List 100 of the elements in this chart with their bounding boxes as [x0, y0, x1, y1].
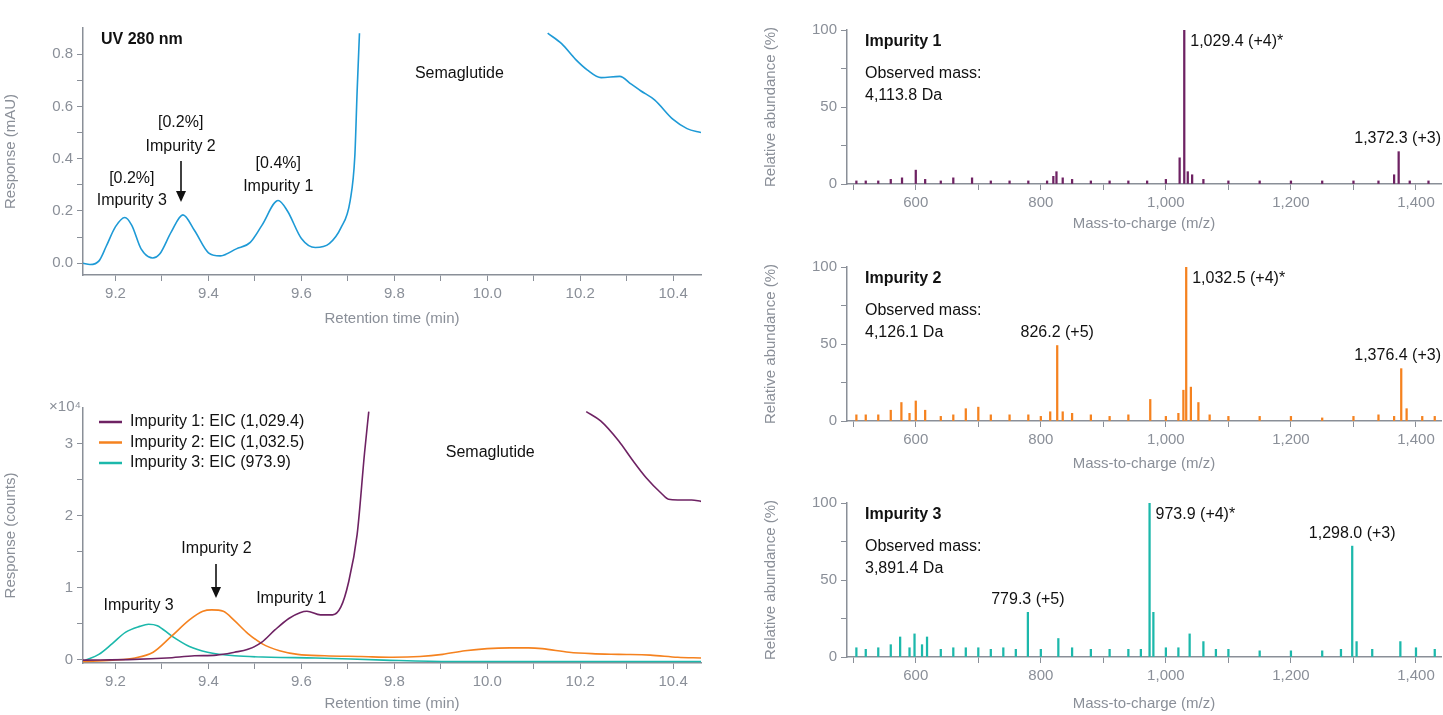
annotation: Observed mass: [865, 64, 982, 82]
bar [1191, 174, 1194, 184]
bar [889, 179, 892, 184]
bar [855, 414, 858, 421]
y-axis-title: Response (mAU) [1, 93, 19, 210]
annotation: 826.2 (+5) [1020, 322, 1094, 340]
x-tick-label: 1,400 [1397, 193, 1435, 211]
x-tick-label: 600 [903, 430, 929, 448]
x-tick-label: 1,200 [1272, 666, 1310, 684]
bar [1377, 414, 1380, 421]
x-tick-label: 1,200 [1272, 193, 1310, 211]
bar [924, 179, 927, 184]
annotation: 779.3 (+5) [991, 589, 1065, 607]
y-tick-label: 100 [811, 493, 837, 511]
bar [1405, 408, 1408, 421]
x-tick-label: 1,000 [1147, 193, 1185, 211]
x-tick-label: 9.8 [383, 672, 405, 690]
chart-title: Impurity 1 [865, 32, 942, 50]
bar [877, 647, 880, 657]
x-tick-label: 9.6 [290, 672, 312, 690]
bar [889, 644, 892, 657]
y-tick-label: 0.6 [52, 96, 73, 114]
bar [1164, 416, 1168, 421]
chart-title: Impurity 2 [865, 269, 942, 287]
annotation: [0.2%] [109, 168, 155, 186]
annotation: Impurity 1 [243, 176, 314, 194]
bar [1421, 416, 1424, 421]
annotation: Impurity 3 [96, 190, 168, 208]
y-tick-label: 0.2 [52, 201, 73, 219]
y-tick-label: 0 [828, 411, 837, 429]
annotation: Observed mass: [865, 537, 982, 555]
y-axis-title: Relative abundance (%) [761, 26, 779, 188]
legend-label: Impurity 3: EIC (973.9) [130, 453, 291, 471]
bar [1186, 171, 1189, 184]
y-axis-title: Response (counts) [1, 472, 19, 599]
bar [1392, 174, 1396, 184]
annotation: Impurity 2 [145, 137, 216, 155]
annotation: 1,032.5 (+4)* [1192, 269, 1286, 287]
x-tick-label: 800 [1028, 193, 1054, 211]
y-tick-label: 3 [64, 434, 73, 452]
annotation: [0.2%] [157, 112, 204, 130]
y-tick-label: 0 [828, 174, 837, 192]
bar [908, 412, 911, 421]
bar [1197, 402, 1200, 421]
y-tick-label: 0 [64, 649, 73, 667]
x-tick-label: 800 [1028, 430, 1054, 448]
annotation: 4,113.8 Da [865, 86, 943, 104]
bar [1355, 641, 1358, 657]
bar [1414, 647, 1418, 657]
bar [1427, 180, 1430, 184]
annotation: 4,126.1 Da [865, 323, 944, 341]
bar [1057, 638, 1060, 657]
bar [1433, 416, 1436, 421]
bar [1049, 411, 1052, 421]
x-tick-label: 800 [1028, 666, 1054, 684]
annotation: 3,891.4 Da [865, 559, 944, 577]
bar [1392, 416, 1396, 421]
bar [1399, 641, 1402, 657]
bar [855, 647, 858, 657]
x-tick-label: 9.2 [105, 672, 126, 690]
bar [1397, 151, 1400, 184]
bar [908, 647, 911, 657]
y-tick-label: 100 [811, 257, 837, 275]
bar [1178, 157, 1181, 184]
x-axis-title: Retention time (min) [324, 309, 460, 327]
y-tick-label: 1 [64, 577, 73, 595]
legend-label: Impurity 1: EIC (1,029.4) [130, 412, 305, 430]
x-tick-label: 9.6 [290, 284, 312, 302]
bar [913, 633, 916, 657]
x-tick-label: 9.2 [105, 284, 126, 302]
annotation: 1,298.0 (+3) [1308, 523, 1396, 541]
y-tick-label: 50 [820, 334, 837, 352]
bar [920, 644, 924, 657]
bar [1039, 416, 1042, 421]
bar [1202, 641, 1205, 657]
x-tick-label: 10.4 [658, 284, 688, 302]
bar [1258, 416, 1261, 421]
x-tick-label: 10.2 [565, 284, 595, 302]
bar [1164, 647, 1168, 657]
x-axis-title: Mass-to-charge (m/z) [1072, 694, 1216, 712]
y-axis-title: Relative abundance (%) [761, 263, 779, 425]
x-tick-label: 9.4 [198, 284, 219, 302]
legend-label: Impurity 2: EIC (1,032.5) [130, 432, 305, 450]
x-tick-label: 1,200 [1272, 430, 1310, 448]
x-tick-label: 10.4 [658, 672, 688, 690]
bar [1070, 179, 1074, 184]
annotation: 1,372.3 (+3) [1354, 129, 1441, 147]
bar [939, 416, 942, 421]
annotation: Observed mass: [865, 301, 982, 319]
bar [1008, 180, 1011, 184]
x-axis-title: Mass-to-charge (m/z) [1072, 214, 1216, 232]
y-axis-title: Relative abundance (%) [761, 499, 779, 661]
y-tick-label: 0.8 [52, 44, 73, 62]
bar [977, 647, 980, 657]
annotation: 973.9 (+4)* [1155, 505, 1236, 523]
bar [1164, 179, 1168, 184]
x-tick-label: 1,000 [1147, 666, 1185, 684]
y-tick-label: 2 [64, 505, 73, 523]
annotation: Impurity 3 [103, 596, 174, 614]
bar [1177, 412, 1180, 421]
